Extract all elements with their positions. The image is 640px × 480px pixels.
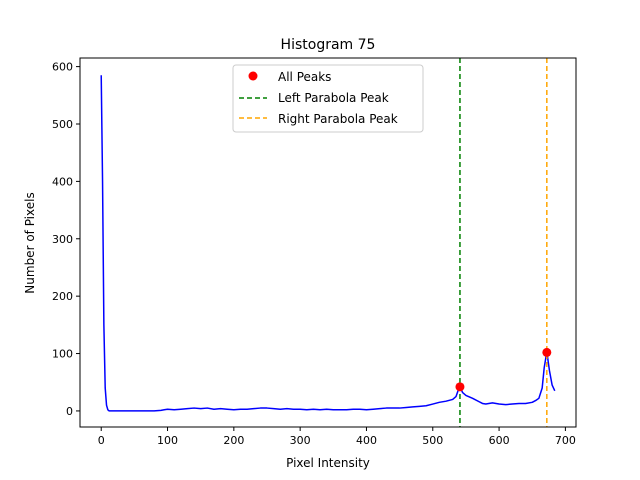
histogram-line bbox=[100, 75, 556, 412]
x-tick-label: 0 bbox=[98, 434, 105, 447]
y-axis-ticks: 0 100 200 300 400 500 600 bbox=[52, 61, 80, 418]
legend-box bbox=[232, 64, 424, 133]
y-tick-label: 200 bbox=[52, 290, 73, 303]
y-axis-label: Number of Pixels bbox=[23, 192, 37, 293]
x-tick-label: 100 bbox=[157, 434, 178, 447]
peak-marker bbox=[455, 382, 465, 392]
legend: All Peaks Left Parabola Peak Right Parab… bbox=[232, 64, 424, 133]
x-tick-label: 300 bbox=[290, 434, 311, 447]
chart-title: Histogram 75 bbox=[281, 37, 376, 53]
y-tick-label: 100 bbox=[52, 348, 73, 361]
y-tick-label: 400 bbox=[52, 175, 73, 188]
y-tick-label: 300 bbox=[52, 233, 73, 246]
plot-area bbox=[100, 58, 556, 427]
x-tick-label: 200 bbox=[223, 434, 244, 447]
x-tick-label: 400 bbox=[356, 434, 377, 447]
x-tick-label: 500 bbox=[422, 434, 443, 447]
y-tick-label: 600 bbox=[52, 61, 73, 74]
y-tick-label: 0 bbox=[66, 405, 73, 418]
x-axis-ticks: 0 100 200 300 400 500 600 700 bbox=[98, 427, 576, 447]
legend-label-right-peak: Right Parabola Peak bbox=[278, 112, 398, 126]
x-axis-label: Pixel Intensity bbox=[286, 456, 370, 470]
peak-marker bbox=[542, 347, 552, 357]
x-tick-label: 600 bbox=[489, 434, 510, 447]
x-tick-label: 700 bbox=[555, 434, 576, 447]
legend-marker-all-peaks bbox=[248, 71, 258, 81]
plot-frame bbox=[79, 57, 577, 428]
legend-label-left-peak: Left Parabola Peak bbox=[278, 91, 389, 105]
legend-label-all-peaks: All Peaks bbox=[278, 70, 331, 84]
y-tick-label: 500 bbox=[52, 118, 73, 131]
